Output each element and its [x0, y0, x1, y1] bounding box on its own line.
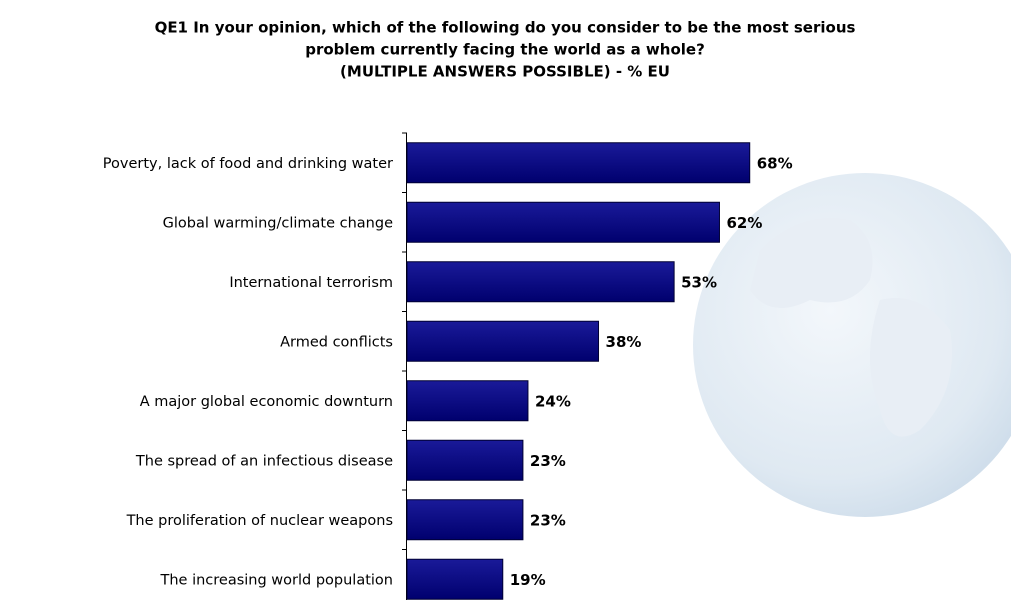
chart-title: problem currently facing the world as a …: [305, 41, 705, 59]
bar: [406, 201, 720, 243]
value-label: 68%: [757, 154, 793, 172]
value-label: 23%: [530, 452, 566, 470]
value-label: 38%: [606, 333, 642, 351]
bar: [406, 439, 524, 481]
bar: [406, 142, 751, 184]
bar: [406, 380, 529, 422]
category-label: The increasing world population: [160, 572, 394, 588]
category-label: Global warming/climate change: [163, 215, 393, 231]
chart-title: (MULTIPLE ANSWERS POSSIBLE) - % EU: [340, 63, 670, 81]
bar: [406, 261, 675, 303]
category-label: International terrorism: [229, 275, 393, 291]
bar: [406, 320, 600, 362]
category-label: The proliferation of nuclear weapons: [126, 513, 393, 529]
value-label: 19%: [510, 571, 546, 589]
category-label: Armed conflicts: [280, 334, 393, 350]
value-label: 24%: [535, 392, 571, 410]
value-label: 23%: [530, 511, 566, 529]
globe-decoration: [693, 173, 1011, 517]
value-label: 62%: [726, 214, 762, 232]
chart-title: QE1 In your opinion, which of the follow…: [155, 19, 856, 37]
category-label: A major global economic downturn: [140, 394, 393, 410]
category-label: Poverty, lack of food and drinking water: [103, 156, 393, 172]
category-label: The spread of an infectious disease: [135, 453, 393, 469]
bar: [406, 499, 524, 541]
value-label: 53%: [681, 273, 717, 291]
bar: [406, 558, 504, 600]
